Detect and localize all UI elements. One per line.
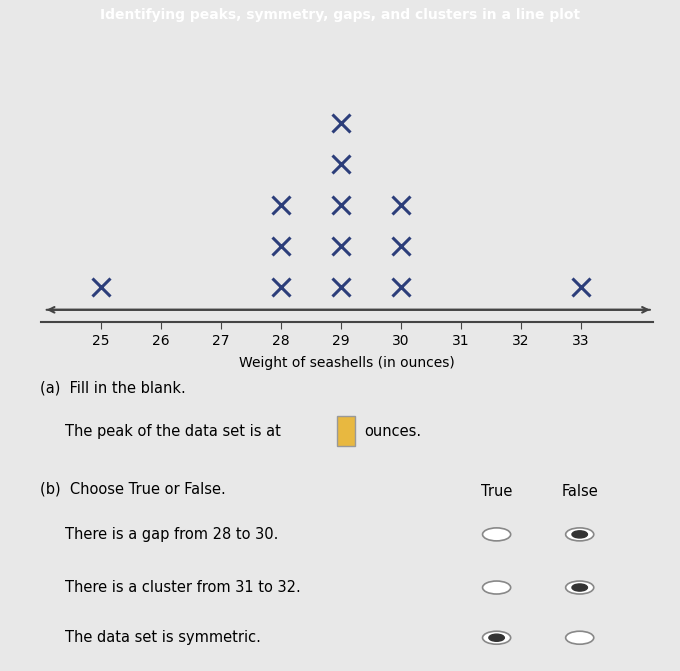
Text: There is a gap from 28 to 30.: There is a gap from 28 to 30. [65, 527, 279, 542]
Circle shape [566, 631, 594, 644]
Circle shape [489, 634, 505, 641]
Text: There is a cluster from 31 to 32.: There is a cluster from 31 to 32. [65, 580, 301, 595]
Text: (b)  Choose True or False.: (b) Choose True or False. [39, 481, 225, 497]
Circle shape [483, 631, 511, 644]
Circle shape [572, 531, 588, 538]
Text: The peak of the data set is at: The peak of the data set is at [65, 423, 281, 439]
FancyBboxPatch shape [337, 416, 355, 446]
Text: False: False [561, 484, 598, 499]
Circle shape [566, 581, 594, 594]
Text: ounces.: ounces. [364, 423, 422, 439]
Circle shape [483, 528, 511, 541]
X-axis label: Weight of seashells (in ounces): Weight of seashells (in ounces) [239, 356, 455, 370]
Circle shape [483, 581, 511, 594]
Text: (a)  Fill in the blank.: (a) Fill in the blank. [39, 381, 186, 396]
Text: The data set is symmetric.: The data set is symmetric. [65, 630, 261, 646]
Circle shape [566, 528, 594, 541]
Text: True: True [481, 484, 512, 499]
Text: Identifying peaks, symmetry, gaps, and clusters in a line plot: Identifying peaks, symmetry, gaps, and c… [100, 8, 580, 22]
Circle shape [572, 584, 588, 591]
